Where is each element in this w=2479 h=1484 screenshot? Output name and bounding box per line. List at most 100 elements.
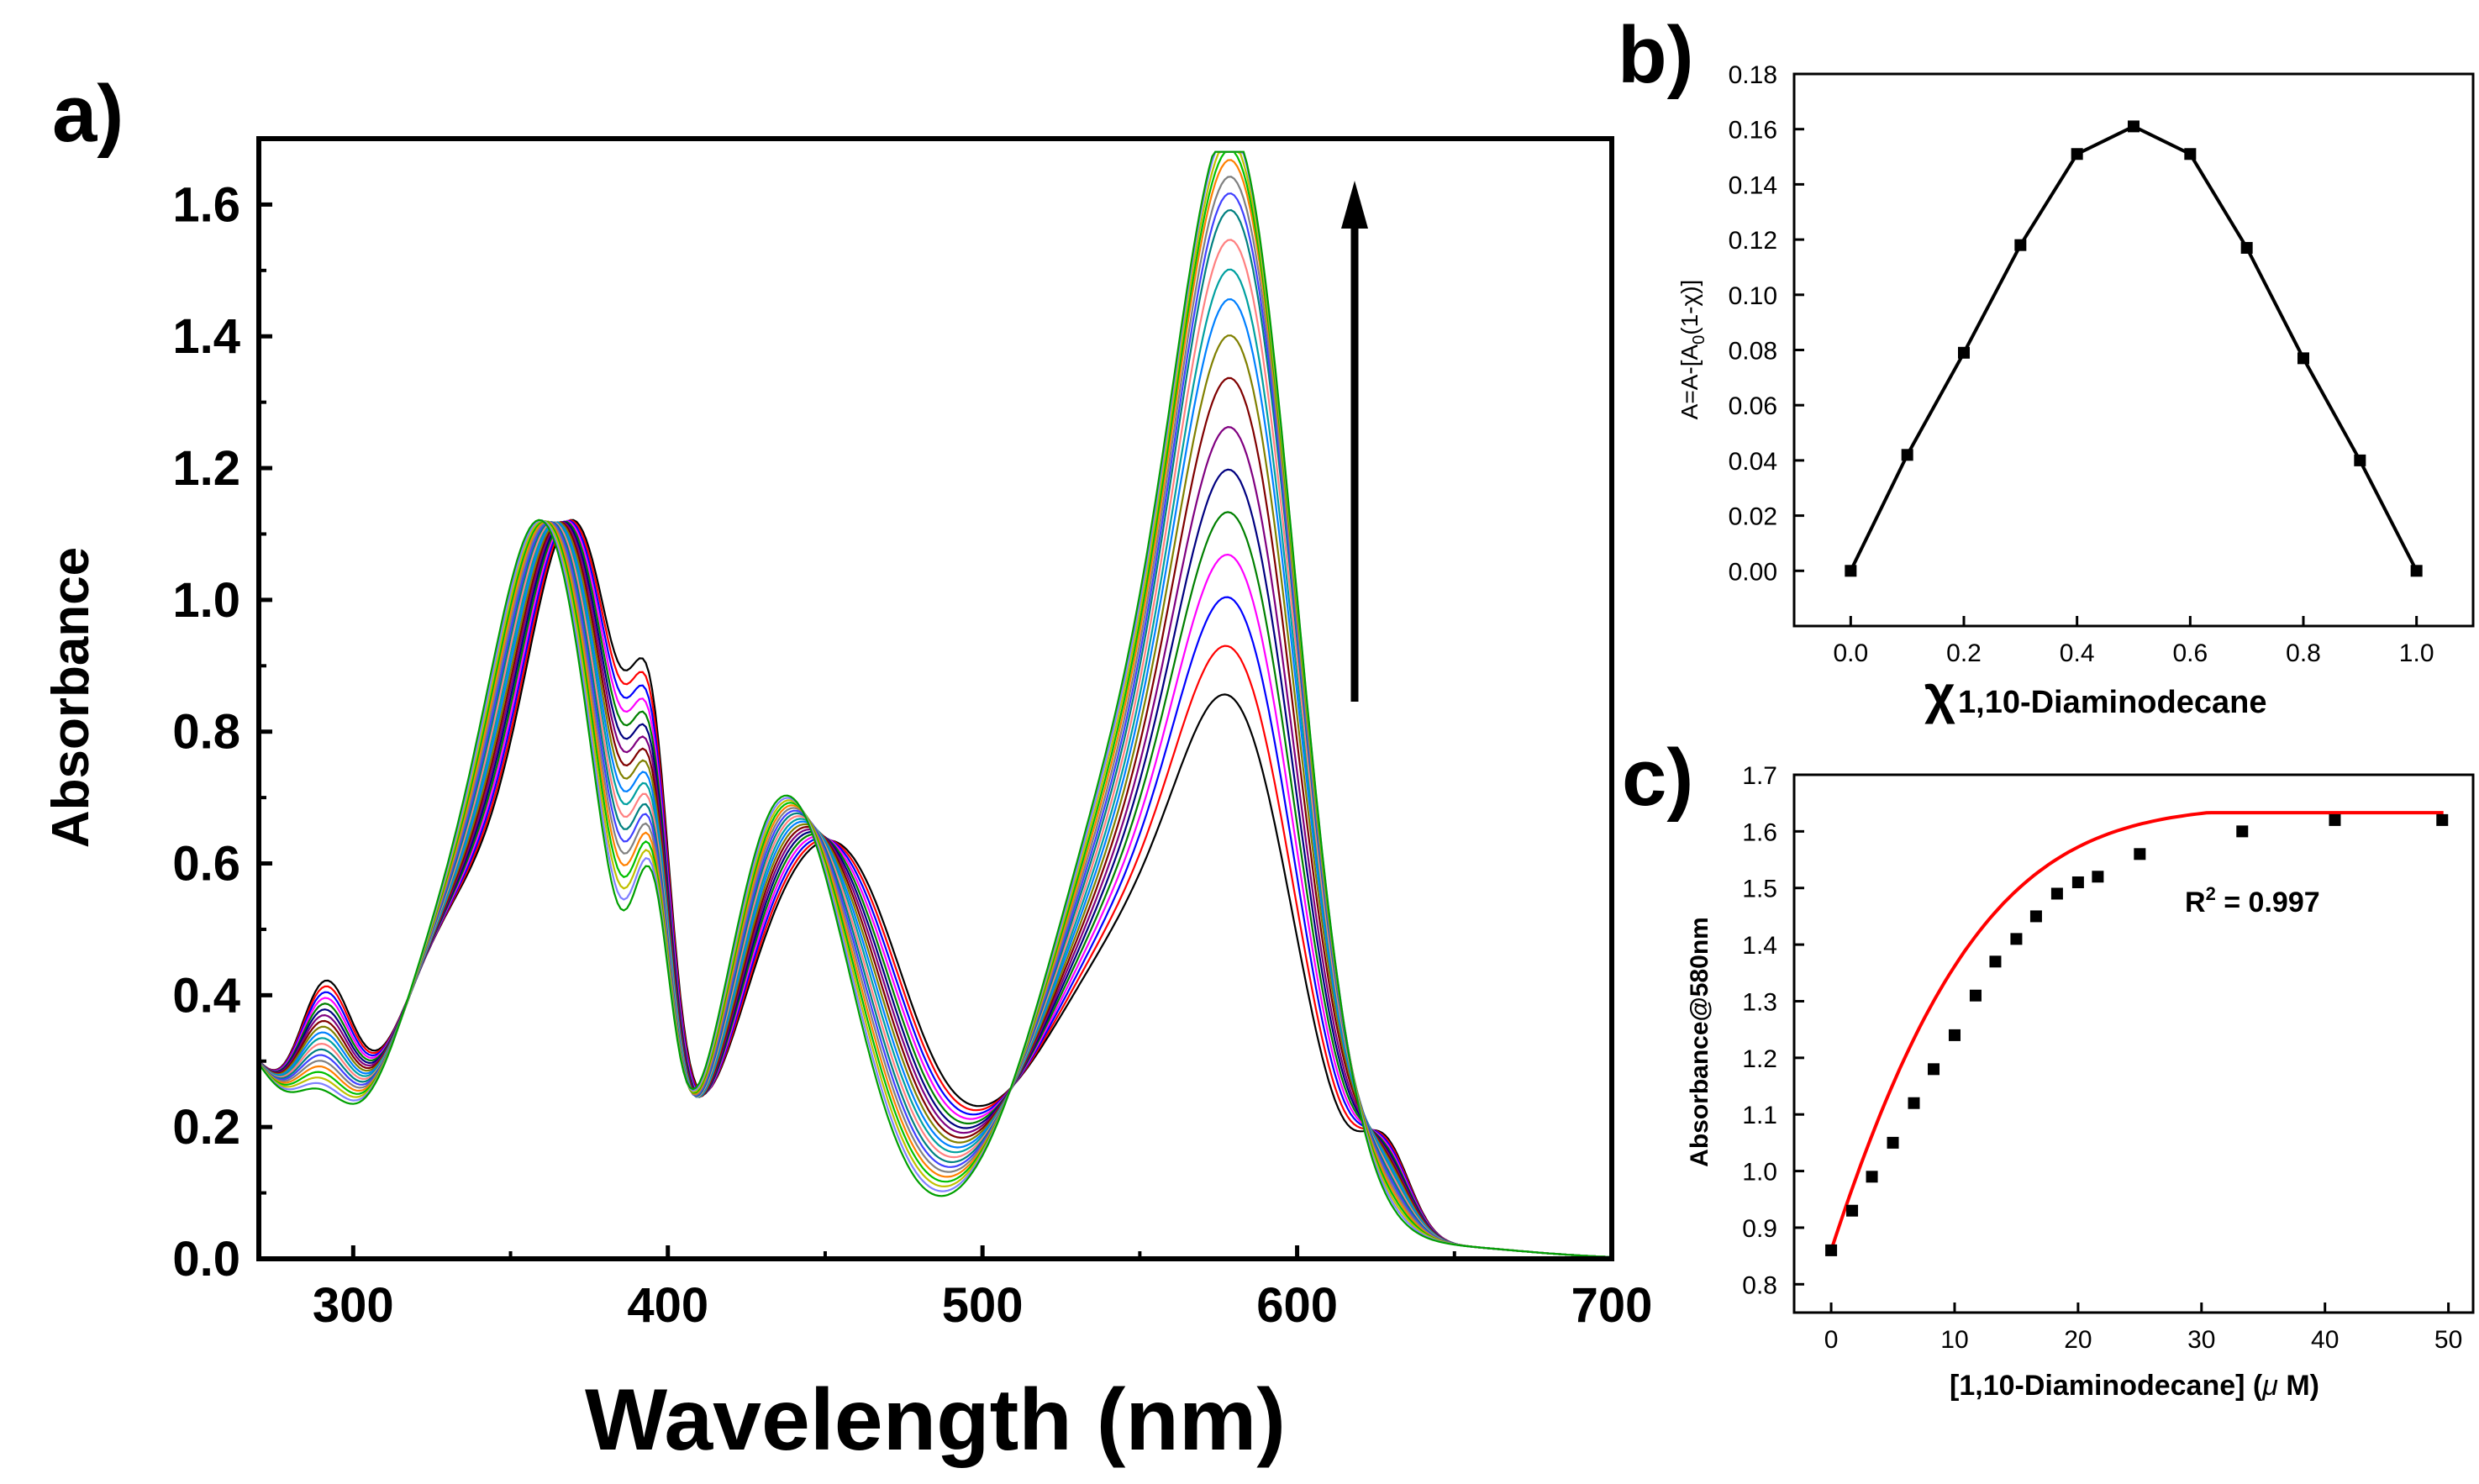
panel-b-y-label: A=A-[A0(1-χ)]: [1676, 280, 1708, 420]
c-data-point: [1887, 1136, 1899, 1149]
a-x-tick-label: 600: [1256, 1278, 1338, 1333]
c-data-point: [2071, 876, 2084, 888]
spectrum-curve-11: [258, 268, 1613, 1258]
a-x-tick-label: 400: [627, 1278, 708, 1333]
panel-b-points: [1845, 120, 2423, 577]
b-y-tick-label: 0.14: [1729, 171, 1777, 199]
b-y-tick-label: 0.18: [1729, 61, 1777, 89]
b-x-tick-label: 0.4: [2060, 639, 2095, 667]
spectrum-curve-2: [258, 519, 1613, 1258]
panel-b-x-label: χ 1,10-Diaminodecane: [1924, 664, 2266, 724]
b-data-point: [2128, 120, 2140, 133]
c-y-tick-label: 1.4: [1742, 932, 1777, 960]
b-data-point: [1845, 565, 1857, 577]
c-x-tick-label: 50: [2434, 1326, 2462, 1354]
c-y-tick-label: 1.0: [1742, 1159, 1777, 1187]
b-x-tick-label: 0.0: [1833, 639, 1868, 667]
c-data-point: [2236, 825, 2249, 838]
spectrum-curve-6: [258, 468, 1613, 1258]
spectrum-curve-20: [258, 150, 1613, 1258]
c-x-tick-label: 20: [2064, 1326, 2092, 1354]
panel-a-x-label: Wavelength (nm): [585, 1371, 1286, 1469]
c-y-tick-label: 1.7: [1742, 762, 1777, 790]
b-data-point: [2297, 352, 2309, 365]
c-x-tick-label: 0: [1824, 1326, 1839, 1354]
c-y-tick-label: 1.3: [1742, 988, 1777, 1016]
c-y-tick-label: 1.5: [1742, 876, 1777, 903]
panel-b: b) 0.0 0.2 0.4 0.6 0.8 1.0 0.000.020.040.060.…: [1618, 10, 2475, 724]
a-y-tick-label: 0.2: [172, 1100, 240, 1155]
spectrum-curve-8: [258, 376, 1613, 1258]
b-x-tick-label: 0.8: [2286, 639, 2321, 667]
c-x-tick-label: 30: [2187, 1326, 2215, 1354]
b-x-tick-label: 1.0: [2399, 639, 2434, 667]
c-data-point: [1969, 989, 1982, 1002]
c-data-point: [2436, 813, 2449, 826]
a-x-tick-label: 500: [942, 1278, 1024, 1333]
spectrum-curve-19: [258, 150, 1613, 1258]
b-y-tick-label: 0.16: [1729, 117, 1777, 145]
b-data-point: [2014, 239, 2027, 251]
panel-c-points: [1825, 813, 2449, 1256]
a-y-tick-label: 1.0: [172, 573, 240, 628]
spectrum-curve-12: [258, 239, 1613, 1258]
panel-a: a) 300 400 500 600 700 0.0 0.2 0.4 0.6 0.8 1.0 1.2…: [42, 69, 1652, 1469]
c-y-tick-label: 0.9: [1742, 1215, 1777, 1243]
spectrum-curve-1: [258, 518, 1613, 1258]
panel-b-label: b): [1618, 10, 1694, 100]
spectrum-curve-13: [258, 208, 1613, 1258]
increase-arrow: [1341, 181, 1368, 702]
c-data-point: [1928, 1063, 1940, 1076]
c-data-point: [2010, 933, 2023, 945]
panel-c-fit-curve: [1829, 811, 2444, 1251]
panel-c-frame: [1792, 773, 2475, 1314]
chi-subscript: 1,10-Diaminodecane: [1958, 685, 2266, 720]
a-x-tick-label: 300: [313, 1278, 394, 1333]
panel-a-curves: [258, 150, 1613, 1258]
panel-a-label: a): [52, 69, 124, 159]
c-data-point: [1846, 1204, 1859, 1217]
spectrum-curve-15: [258, 176, 1613, 1258]
panel-a-x-ticks: 300 400 500 600 700: [313, 1245, 1652, 1333]
b-data-point: [2184, 148, 2197, 161]
b-y-tick-label: 0.12: [1729, 227, 1777, 255]
c-data-point: [2329, 813, 2341, 826]
c-y-tick-label: 1.6: [1742, 818, 1777, 846]
c-y-tick-label: 1.1: [1742, 1102, 1777, 1129]
b-y-tick-label: 0.02: [1729, 503, 1777, 531]
spectrum-curve-7: [258, 425, 1613, 1258]
panel-b-x-ticks: 0.0 0.2 0.4 0.6 0.8 1.0: [1833, 616, 2434, 667]
c-data-point: [2050, 887, 2063, 900]
spectrum-curve-18: [258, 150, 1613, 1258]
a-y-tick-label: 1.6: [172, 177, 240, 232]
panel-b-y-ticks: 0.00 0.02 0.04 0.06 0.08 0.10 0.12 0.14 0.16 0.18: [1729, 61, 1804, 586]
c-data-point: [2134, 848, 2146, 860]
b-y-tick-label: 0.08: [1729, 338, 1777, 366]
r-squared-annotation: R2 = 0.997: [2185, 883, 2320, 918]
a-x-tick-label: 700: [1571, 1278, 1653, 1333]
a-y-tick-label: 0.4: [172, 968, 240, 1023]
b-data-point: [2240, 241, 2253, 254]
panel-a-y-ticks: 0.0 0.2 0.4 0.6 0.8 1.0 1.2 1.4 1.6: [172, 137, 272, 1287]
panel-c-label: c): [1622, 733, 1693, 823]
panel-b-frame: [1792, 72, 2475, 628]
c-data-point: [1908, 1097, 1920, 1109]
spectrum-curve-14: [258, 192, 1613, 1258]
panel-c-y-ticks: 0.8 0.9 1.0 1.1 1.2 1.3 1.4 1.5 1.6 1.7: [1742, 762, 1804, 1299]
c-y-tick-label: 1.2: [1742, 1045, 1777, 1073]
c-x-tick-label: 40: [2311, 1326, 2339, 1354]
spectrum-curve-10: [258, 297, 1613, 1258]
c-data-point: [1948, 1029, 1961, 1041]
a-y-tick-label: 0.8: [172, 705, 240, 760]
spectrum-curve-4: [258, 520, 1613, 1258]
b-data-point: [2071, 148, 2083, 161]
b-data-point: [1901, 449, 1913, 461]
panel-c-x-ticks: 0 10 20 30 40 50: [1824, 1302, 2462, 1354]
b-data-point: [2354, 454, 2366, 466]
c-data-point: [2092, 871, 2104, 883]
a-y-tick-label: 1.4: [172, 309, 240, 364]
panel-c: c) 0 10 20 30 40 50 0.8 0.9 1.0 1.1 1.2 1.3 1.4 1.5 1…: [1622, 733, 2475, 1402]
c-data-point: [2029, 910, 2042, 923]
spectrum-curve-16: [258, 159, 1613, 1258]
